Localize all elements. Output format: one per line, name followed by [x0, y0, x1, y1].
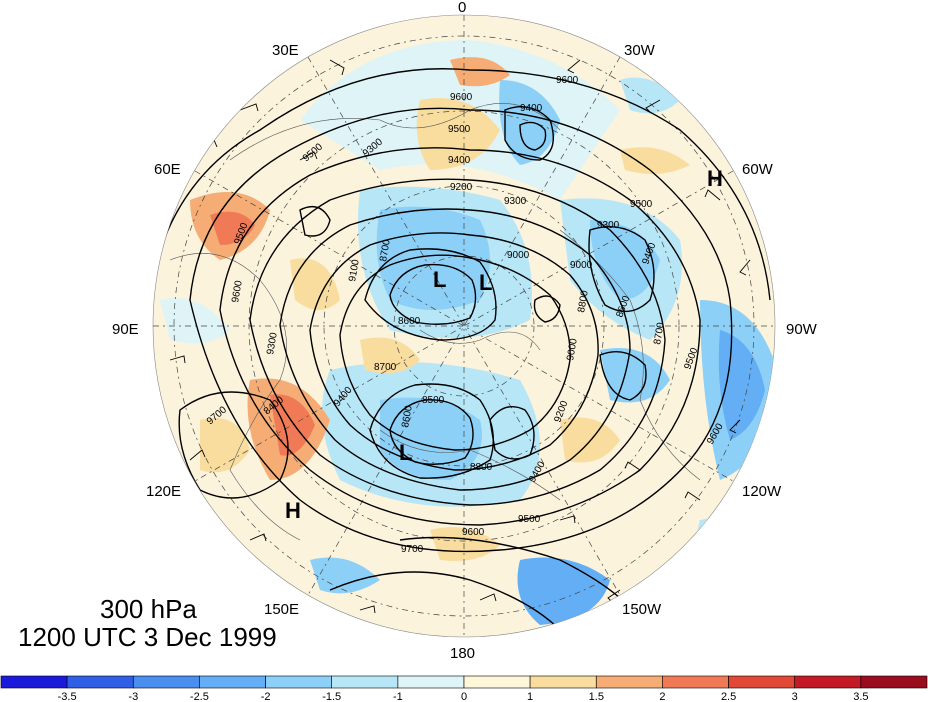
lon-label-60e: 60E: [154, 161, 181, 178]
colorbar-box: [464, 676, 530, 688]
lon-label-0: 0: [458, 0, 466, 16]
colorbar-tick-label: -1.5: [322, 691, 341, 702]
contour-label: 9700: [401, 544, 424, 555]
contour-label: 9000: [507, 250, 530, 261]
colorbar-box: [530, 676, 596, 688]
colorbar-tick-label: -3.5: [58, 691, 77, 702]
contour-label: 8600: [398, 316, 421, 327]
contour-label: 9400: [448, 155, 471, 166]
colorbar-box: [729, 676, 795, 688]
high-center: H: [707, 166, 723, 191]
colorbar-tick-label: -1: [393, 691, 403, 702]
lon-label-150e: 150E: [264, 601, 299, 618]
contour-label: 8800: [470, 462, 493, 473]
colorbar-box: [861, 676, 927, 688]
contour-label: 9600: [450, 92, 473, 103]
contour-label: 9000: [570, 260, 593, 271]
contour-label: 8700: [374, 362, 397, 373]
colorbar-box: [199, 676, 265, 688]
colorbar: -3.5 -3 -2.5 -2 -1.5 -1 0 1 1.5 2 2.5 3 3.5: [0, 674, 928, 702]
colorbar-box: [133, 676, 199, 688]
contour-label: 9300: [597, 220, 620, 231]
colorbar-tick-label: 3: [792, 691, 798, 702]
low-center: L: [433, 267, 446, 292]
colorbar-tick-label: 1.5: [589, 691, 604, 702]
contour-label: 9500: [448, 124, 471, 135]
low-center: L: [479, 270, 492, 295]
colorbar-box: [596, 676, 662, 688]
contour-label: 8500: [422, 395, 445, 406]
colorbar-box: [1, 676, 67, 688]
lon-label-120e: 120E: [146, 483, 181, 500]
lon-label-120w: 120W: [742, 483, 782, 500]
colorbar-tick-label: 0: [461, 691, 467, 702]
colorbar-tick-label: -2: [261, 691, 271, 702]
lon-label-30e: 30E: [272, 42, 299, 59]
colorbar-box: [398, 676, 464, 688]
contour-label: 9300: [504, 196, 527, 207]
colorbar-box: [795, 676, 861, 688]
contour-label: 9600: [556, 75, 579, 86]
lon-label-60w: 60W: [742, 161, 774, 178]
colorbar-box: [332, 676, 398, 688]
lon-label-150w: 150W: [622, 601, 662, 618]
valid-time-label: 1200 UTC 3 Dec 1999: [18, 622, 277, 653]
polar-stereographic-map: 9600 9600 9400 9500 9500 9400 9300 9200 …: [0, 0, 928, 670]
colorbar-tick-label: -2.5: [190, 691, 209, 702]
colorbar-ticks: -3.5 -3 -2.5 -2 -1.5 -1 0 1 1.5 2 2.5 3 3.5: [58, 691, 869, 702]
contour-label: 9400: [520, 103, 543, 114]
high-center: H: [285, 498, 301, 523]
colorbar-tick-label: 1: [527, 691, 533, 702]
colorbar-tick-label: 3.5: [853, 691, 868, 702]
level-label: 300 hPa: [100, 594, 197, 625]
colorbar-boxes: [1, 676, 927, 688]
lon-label-30w: 30W: [624, 42, 656, 59]
lon-label-90w: 90W: [786, 321, 818, 338]
contour-label: 9500: [630, 199, 653, 210]
lon-label-90e: 90E: [112, 321, 139, 338]
low-center: L: [399, 440, 412, 465]
contour-label: 9500: [518, 514, 541, 525]
lon-label-180: 180: [450, 645, 475, 662]
colorbar-box: [266, 676, 332, 688]
colorbar-tick-label: -3: [128, 691, 138, 702]
colorbar-box: [67, 676, 133, 688]
colorbar-tick-label: 2.5: [721, 691, 736, 702]
contour-label: 9200: [450, 182, 473, 193]
contour-label: 9600: [462, 527, 485, 538]
colorbar-tick-label: 2: [659, 691, 665, 702]
colorbar-box: [662, 676, 728, 688]
